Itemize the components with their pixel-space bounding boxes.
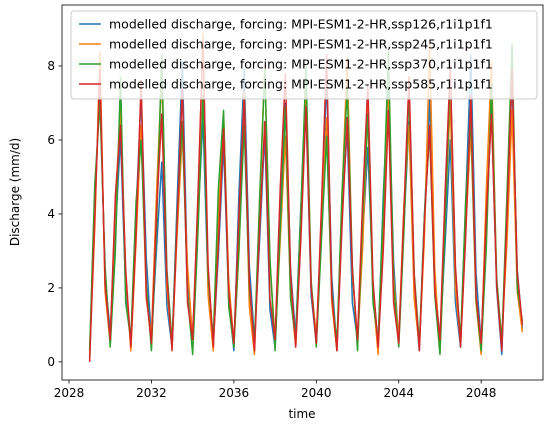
y-axis-label: Discharge (mm/d) bbox=[8, 138, 22, 246]
y-tick-label: 0 bbox=[47, 355, 55, 369]
x-tick-label: 2040 bbox=[301, 386, 332, 400]
x-axis-label: time bbox=[288, 407, 315, 421]
y-tick-label: 8 bbox=[47, 59, 55, 73]
y-tick-label: 4 bbox=[47, 207, 55, 221]
x-tick-label: 2048 bbox=[466, 386, 497, 400]
x-tick-label: 2036 bbox=[219, 386, 250, 400]
x-tick-label: 2044 bbox=[383, 386, 414, 400]
y-tick-label: 2 bbox=[47, 281, 55, 295]
y-tick-label: 6 bbox=[47, 133, 55, 147]
legend-label: modelled discharge, forcing: MPI-ESM1-2-… bbox=[109, 77, 493, 92]
legend-box bbox=[70, 10, 538, 100]
axes-frame bbox=[61, 4, 544, 381]
x-tick-label: 2028 bbox=[54, 386, 85, 400]
x-tick-label: 2032 bbox=[136, 386, 167, 400]
legend-label: modelled discharge, forcing: MPI-ESM1-2-… bbox=[109, 17, 493, 32]
legend-label: modelled discharge, forcing: MPI-ESM1-2-… bbox=[109, 57, 493, 72]
legend-label: modelled discharge, forcing: MPI-ESM1-2-… bbox=[109, 37, 493, 52]
